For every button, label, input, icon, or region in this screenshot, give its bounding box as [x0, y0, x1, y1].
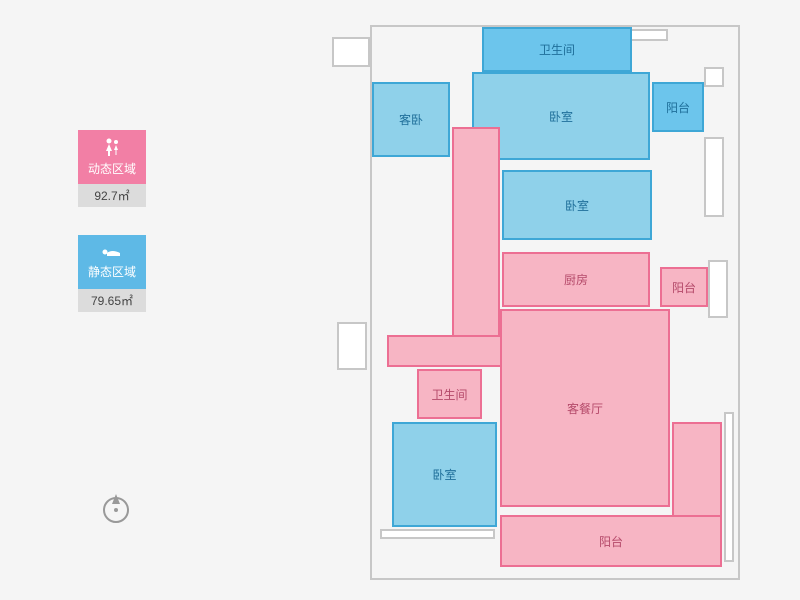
room-label: 阳台 — [599, 533, 623, 550]
wall-stub — [630, 29, 668, 41]
legend-static-label: 静态区域 — [88, 263, 136, 280]
room-bathroom2: 卫生间 — [417, 369, 482, 419]
room-label: 卫生间 — [539, 41, 575, 58]
room-bedroom2: 卧室 — [502, 170, 652, 240]
room-corridor_v — [452, 127, 500, 362]
legend-panel: 动态区域 92.7㎡ 静态区域 79.65㎡ — [78, 130, 146, 340]
floorplan-frame: 卫生间客卧卧室阳台卧室厨房阳台客餐厅卫生间卧室阳台 — [370, 25, 740, 580]
room-bathroom1: 卫生间 — [482, 27, 632, 72]
wall-stub — [724, 412, 734, 562]
room-label: 卧室 — [565, 197, 589, 214]
sleep-icon — [100, 244, 124, 260]
wall-stub — [380, 529, 495, 539]
wall-stub — [337, 322, 367, 370]
room-balcony3_h: 阳台 — [500, 515, 722, 567]
room-label: 客餐厅 — [567, 400, 603, 417]
room-bedroom3: 卧室 — [392, 422, 497, 527]
wall-stub — [332, 37, 370, 67]
room-label: 阳台 — [666, 99, 690, 116]
room-kitchen: 厨房 — [502, 252, 650, 307]
room-label: 客卧 — [399, 111, 423, 128]
wall-stub — [704, 137, 724, 217]
wall-stub — [704, 67, 724, 87]
room-label: 厨房 — [564, 271, 588, 288]
room-label: 卫生间 — [431, 386, 467, 403]
legend-static-box: 静态区域 — [78, 235, 146, 289]
legend-dynamic-value: 92.7㎡ — [78, 184, 146, 207]
legend-static: 静态区域 79.65㎡ — [78, 235, 146, 312]
legend-dynamic-label: 动态区域 — [88, 160, 136, 177]
room-label: 阳台 — [672, 279, 696, 296]
legend-dynamic-box: 动态区域 — [78, 130, 146, 184]
room-living: 客餐厅 — [500, 309, 670, 507]
legend-dynamic: 动态区域 92.7㎡ — [78, 130, 146, 207]
room-guest_bed: 客卧 — [372, 82, 450, 157]
wall-stub — [708, 260, 728, 318]
compass-icon — [98, 490, 134, 526]
room-balcony1: 阳台 — [652, 82, 704, 132]
people-icon — [101, 137, 123, 157]
room-label: 卧室 — [549, 108, 573, 125]
room-balcony2: 阳台 — [660, 267, 708, 307]
legend-static-value: 79.65㎡ — [78, 289, 146, 312]
room-corridor_h — [387, 335, 505, 367]
room-label: 卧室 — [432, 466, 456, 483]
